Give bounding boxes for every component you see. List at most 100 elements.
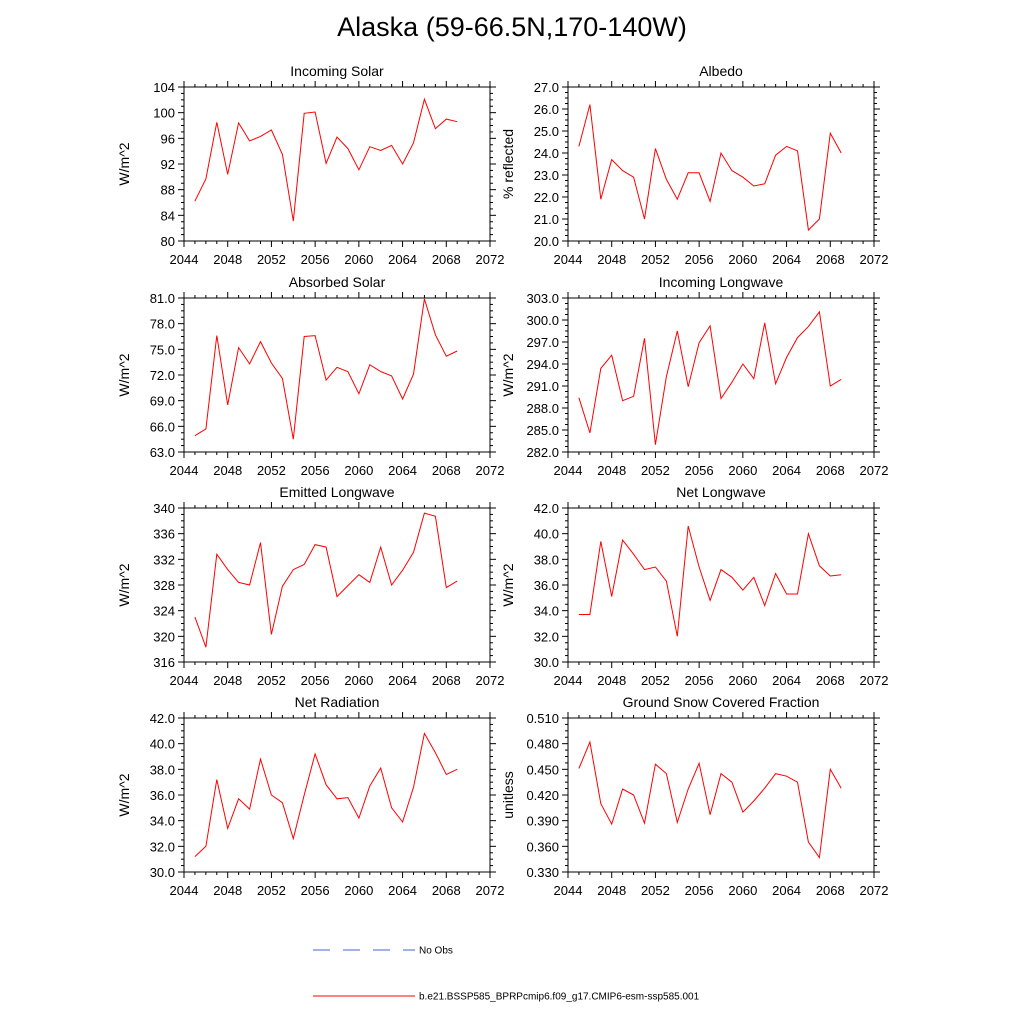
panel-title: Net Longwave — [676, 484, 766, 500]
x-tick-label: 2048 — [213, 673, 242, 688]
x-tick-label: 2056 — [301, 673, 330, 688]
plot-frame — [567, 717, 875, 873]
y-tick-label: 336 — [153, 527, 175, 542]
y-axis-label: W/m^2 — [116, 563, 132, 606]
y-tick-label: 316 — [153, 655, 175, 670]
y-tick-label: 34.0 — [534, 604, 559, 619]
figure-title: Alaska (59-66.5N,170-140W) — [337, 12, 687, 42]
y-tick-label: 75.0 — [150, 342, 175, 357]
y-tick-label: 24.0 — [534, 146, 559, 161]
series-line — [578, 310, 842, 445]
y-axis-label: W/m^2 — [116, 353, 132, 396]
panel-title: Incoming Longwave — [659, 274, 784, 290]
legend-label-model: b.e21.BSSP585_BPRPcmip6.f09_g17.CMIP6-es… — [419, 992, 700, 1003]
y-tick-label: 0.390 — [526, 814, 559, 829]
y-tick-label: 92 — [161, 157, 175, 172]
y-tick-label: 25.0 — [534, 124, 559, 139]
x-tick-label: 2068 — [816, 673, 845, 688]
x-tick-label: 2044 — [554, 673, 583, 688]
y-tick-label: 78.0 — [150, 317, 175, 332]
chart-legend: No Obs b.e21.BSSP585_BPRPcmip6.f09_g17.C… — [313, 946, 700, 1003]
y-tick-label: 100 — [153, 106, 175, 121]
x-tick-label: 2044 — [554, 252, 583, 267]
y-tick-label: 285.0 — [526, 423, 559, 438]
y-tick-label: 328 — [153, 578, 175, 593]
series-line — [194, 731, 458, 857]
y-tick-label: 0.480 — [526, 737, 559, 752]
x-tick-label: 2052 — [641, 463, 670, 478]
y-tick-label: 291.0 — [526, 379, 559, 394]
x-tick-label: 2052 — [641, 883, 670, 898]
y-tick-label: 340 — [153, 501, 175, 516]
x-tick-label: 2064 — [772, 883, 801, 898]
y-tick-label: 26.0 — [534, 102, 559, 117]
x-tick-label: 2060 — [728, 252, 757, 267]
x-tick-label: 2052 — [257, 252, 286, 267]
y-tick-label: 30.0 — [150, 865, 175, 880]
x-tick-label: 2064 — [772, 463, 801, 478]
y-tick-label: 88 — [161, 183, 175, 198]
x-tick-label: 2048 — [597, 883, 626, 898]
x-tick-label: 2048 — [213, 252, 242, 267]
chart-panels: Incoming Solar W/m^2 80 84 88 92 96 100 104 2044 2… — [116, 63, 888, 898]
x-tick-label: 2064 — [772, 252, 801, 267]
x-tick-label: 2060 — [728, 463, 757, 478]
y-tick-label: 0.420 — [526, 788, 559, 803]
panel-5: Net Longwave W/m^2 30.0 32.0 34.0 36.0 38.0 40.… — [500, 484, 888, 688]
y-tick-label: 300.0 — [526, 313, 559, 328]
panel-title: Emitted Longwave — [279, 484, 394, 500]
x-tick-label: 2052 — [257, 883, 286, 898]
panel-title: Ground Snow Covered Fraction — [623, 694, 820, 710]
panel-6: Net Radiation W/m^2 30.0 32.0 34.0 36.0 38.0 40… — [116, 694, 504, 898]
panel-title: Absorbed Solar — [289, 274, 386, 290]
y-axis-label: W/m^2 — [116, 142, 132, 185]
plot-frame — [567, 86, 875, 242]
y-tick-label: 324 — [153, 604, 175, 619]
x-tick-label: 2060 — [728, 673, 757, 688]
series-line — [578, 740, 842, 859]
y-tick-label: 0.510 — [526, 711, 559, 726]
x-tick-label: 2056 — [685, 883, 714, 898]
x-tick-label: 2068 — [816, 252, 845, 267]
x-tick-label: 2060 — [344, 252, 373, 267]
y-axis-label: % reflected — [500, 129, 516, 199]
y-tick-label: 282.0 — [526, 445, 559, 460]
y-tick-label: 84 — [161, 208, 175, 223]
y-tick-label: 96 — [161, 131, 175, 146]
y-tick-label: 36.0 — [150, 788, 175, 803]
x-tick-label: 2064 — [388, 883, 417, 898]
panel-7: Ground Snow Covered Fraction unitless 0.33… — [500, 694, 888, 898]
x-tick-label: 2048 — [597, 252, 626, 267]
y-tick-label: 38.0 — [150, 762, 175, 777]
plot-frame — [183, 717, 491, 873]
x-tick-label: 2072 — [476, 883, 505, 898]
x-tick-label: 2060 — [344, 673, 373, 688]
x-tick-label: 2048 — [597, 673, 626, 688]
y-tick-label: 30.0 — [534, 655, 559, 670]
x-tick-label: 2056 — [685, 673, 714, 688]
x-tick-label: 2052 — [257, 463, 286, 478]
x-tick-label: 2072 — [860, 883, 889, 898]
x-tick-label: 2044 — [170, 463, 199, 478]
x-tick-label: 2048 — [597, 463, 626, 478]
panel-2: Absorbed Solar W/m^2 63.0 66.0 69.0 72.0 75.0 7… — [116, 274, 504, 478]
y-tick-label: 27.0 — [534, 80, 559, 95]
x-tick-label: 2068 — [432, 883, 461, 898]
y-tick-label: 294.0 — [526, 357, 559, 372]
x-tick-label: 2068 — [816, 883, 845, 898]
y-tick-label: 21.0 — [534, 212, 559, 227]
panel-title: Net Radiation — [295, 694, 380, 710]
x-tick-label: 2052 — [257, 673, 286, 688]
x-tick-label: 2072 — [860, 673, 889, 688]
y-tick-label: 297.0 — [526, 335, 559, 350]
panel-1: Albedo % reflected 20.0 21.0 22.0 23.0 24.0 25.… — [500, 63, 888, 267]
y-tick-label: 0.360 — [526, 839, 559, 854]
x-tick-label: 2072 — [860, 463, 889, 478]
y-tick-label: 36.0 — [534, 578, 559, 593]
series-line — [578, 104, 842, 232]
y-tick-label: 38.0 — [534, 552, 559, 567]
x-tick-label: 2044 — [554, 463, 583, 478]
panel-3: Incoming Longwave W/m^2 282.0 285.0 288.0 291… — [500, 274, 888, 478]
y-axis-label: W/m^2 — [500, 563, 516, 606]
